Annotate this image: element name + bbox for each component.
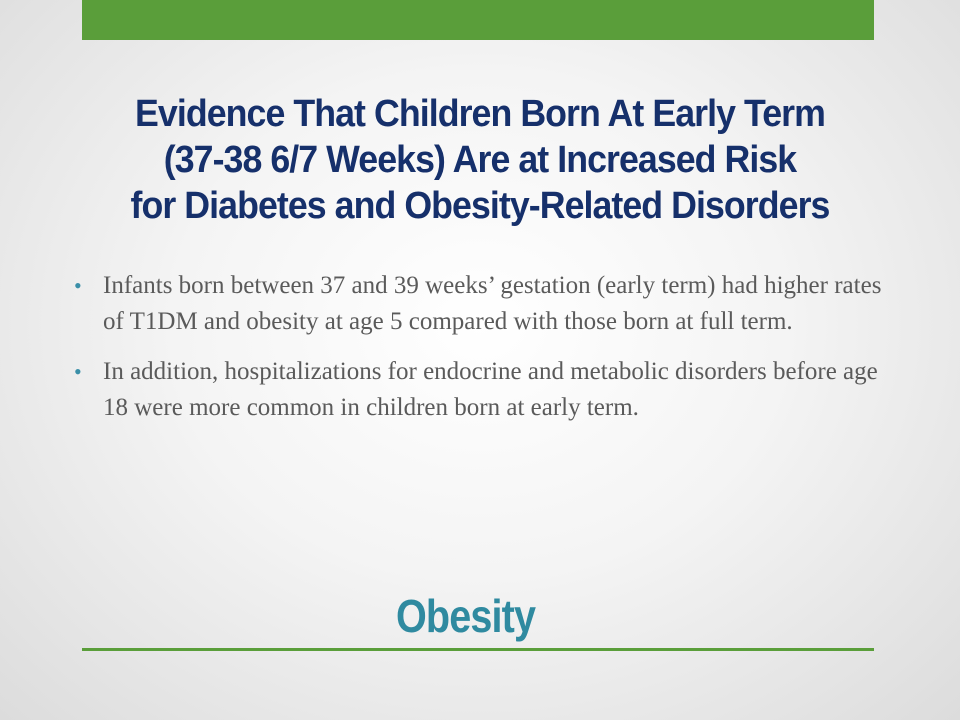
- bullet-text: In addition, hospitalizations for endocr…: [103, 358, 878, 421]
- bottom-divider: [82, 648, 874, 651]
- bullet-item: • Infants born between 37 and 39 weeks’ …: [74, 268, 904, 340]
- bullet-item: • In addition, hospitalizations for endo…: [74, 354, 904, 426]
- bullet-text: Infants born between 37 and 39 weeks’ ge…: [103, 272, 882, 335]
- top-accent-bar: [82, 0, 874, 40]
- section-subtitle: Obesity: [396, 590, 536, 642]
- slide-title-line-2: (37-38 6/7 Weeks) Are at Increased Risk: [163, 139, 797, 182]
- slide-title-line-3: for Diabetes and Obesity-Related Disorde…: [130, 185, 831, 228]
- bullet-list: • Infants born between 37 and 39 weeks’ …: [74, 268, 904, 440]
- bullet-dot-icon: •: [74, 359, 82, 384]
- slide-title-line-1: Evidence That Children Born At Early Ter…: [135, 93, 826, 136]
- slide-title: Evidence That Children Born At Early Ter…: [66, 91, 893, 229]
- bullet-dot-icon: •: [74, 273, 82, 298]
